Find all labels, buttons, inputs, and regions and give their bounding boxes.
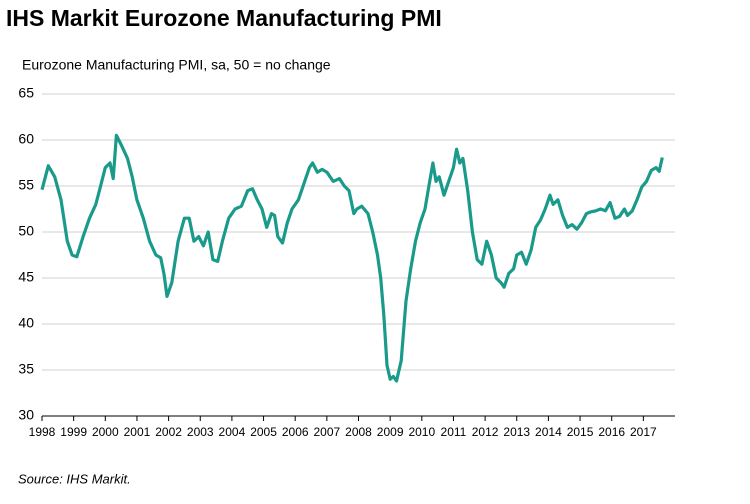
source-note: Source: IHS Markit. <box>18 471 131 486</box>
x-tick-label: 2005 <box>250 425 277 439</box>
x-tick-label: 2013 <box>503 425 530 439</box>
x-tick-label: 1999 <box>60 425 87 439</box>
y-tick-label: 65 <box>18 85 34 101</box>
y-tick-label: 55 <box>18 177 34 193</box>
x-tick-label: 1998 <box>29 425 56 439</box>
x-tick-label: 2010 <box>408 425 435 439</box>
y-tick-label: 45 <box>18 269 34 285</box>
x-tick-label: 2011 <box>441 425 467 439</box>
y-tick-label: 50 <box>18 223 34 239</box>
x-tick-label: 2016 <box>598 425 625 439</box>
x-tick-label: 2012 <box>472 425 499 439</box>
x-tick-label: 2007 <box>313 425 340 439</box>
x-tick-label: 2002 <box>155 425 182 439</box>
x-tick-label: 2008 <box>345 425 372 439</box>
y-tick-label: 40 <box>18 315 34 331</box>
x-tick-label: 2001 <box>124 425 151 439</box>
chart-subtitle: Eurozone Manufacturing PMI, sa, 50 = no … <box>22 57 331 73</box>
x-tick-label: 2014 <box>535 425 562 439</box>
x-tick-label: 2009 <box>377 425 404 439</box>
x-tick-label: 2017 <box>630 425 657 439</box>
x-tick-label: 2004 <box>219 425 246 439</box>
x-tick-label: 2003 <box>187 425 214 439</box>
data-line <box>40 133 664 383</box>
y-tick-label: 60 <box>18 131 34 147</box>
y-tick-label: 35 <box>18 361 34 377</box>
x-tick-label: 2000 <box>92 425 119 439</box>
chart-title: IHS Markit Eurozone Manufacturing PMI <box>6 5 442 31</box>
x-tick-label: 2015 <box>567 425 594 439</box>
y-tick-label: 30 <box>18 407 34 423</box>
x-tick-label: 2006 <box>282 425 309 439</box>
